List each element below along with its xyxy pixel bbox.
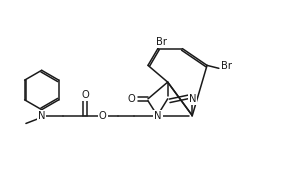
Text: Br: Br <box>221 61 232 71</box>
Text: Br: Br <box>156 37 167 47</box>
Text: N: N <box>188 94 196 104</box>
Text: O: O <box>81 90 89 100</box>
Text: O: O <box>127 94 135 104</box>
Text: N: N <box>154 111 162 121</box>
Text: N: N <box>38 111 45 121</box>
Text: O: O <box>99 111 107 121</box>
